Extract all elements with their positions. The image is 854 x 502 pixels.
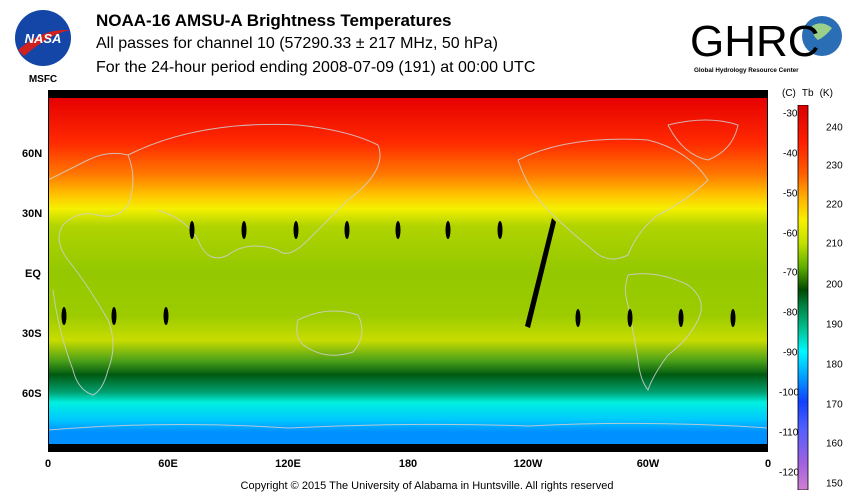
- swath-gap-south: [730, 309, 736, 327]
- lon-label-180: 180: [398, 458, 418, 470]
- page-title: NOAA-16 AMSU-A Brightness Temperatures: [96, 11, 452, 30]
- colorbar-kelvin-tick: 220: [826, 199, 843, 211]
- swath-gap-north: [189, 221, 195, 239]
- brightness-temperature-map: [48, 90, 768, 452]
- swath-gap-north: [445, 221, 451, 239]
- temperature-field: [48, 98, 768, 444]
- lon-label-60w: 60W: [636, 458, 660, 470]
- copyright-notice: Copyright © 2015 The University of Alaba…: [240, 480, 614, 492]
- colorbar-kelvin-tick: 230: [826, 160, 843, 172]
- lat-label-30s: 30S: [22, 328, 42, 340]
- lon-label-0-east: 0: [764, 458, 772, 470]
- colorbar-celsius-tick: -40: [783, 148, 798, 160]
- swath-gap-south: [163, 307, 169, 325]
- ghrc-logo: GHRC Global Hydrology Resource Center: [690, 16, 842, 74]
- colorbar-celsius-tick: -60: [783, 228, 798, 240]
- orbit-gap-swath: [525, 218, 556, 328]
- swath-gap-north: [395, 221, 401, 239]
- lon-label-60e: 60E: [158, 458, 178, 470]
- lon-label-120w: 120W: [513, 458, 543, 470]
- colorbar-celsius-tick: -50: [783, 188, 798, 200]
- colorbar-kelvin-tick: 160: [826, 438, 843, 450]
- period-subtitle: For the 24-hour period ending 2008-07-09…: [96, 59, 536, 76]
- colorbar-variable: Tb: [801, 88, 814, 99]
- colorbar-celsius-tick: -30: [783, 108, 798, 120]
- colorbar-celsius-tick: -100: [779, 387, 800, 399]
- lat-label-60s: 60S: [22, 388, 42, 400]
- colorbar-celsius-tick: -70: [783, 267, 798, 279]
- swath-gap-north: [497, 221, 503, 239]
- colorbar-kelvin-tick: 190: [826, 319, 843, 331]
- swath-gap-north: [344, 221, 350, 239]
- greenland-coast: [667, 119, 739, 161]
- colorbar-unit-kelvin: (K): [819, 88, 833, 99]
- swath-gap-north: [293, 221, 299, 239]
- data-gaps: [61, 218, 736, 328]
- colorbar-celsius-tick: -110: [779, 427, 799, 439]
- coastlines: [48, 119, 768, 431]
- colorbar-kelvin-tick: 180: [826, 359, 843, 371]
- swath-gap-south: [61, 307, 67, 325]
- nasa-logo: NASA MSFC: [15, 10, 71, 85]
- lat-label-60n: 60N: [22, 148, 43, 160]
- nasa-logo-text: NASA: [25, 31, 62, 46]
- colorbar-celsius-tick: -80: [783, 307, 798, 319]
- temperature-colorbar: [797, 105, 809, 490]
- asia-coast: [127, 123, 381, 259]
- swath-gap-south: [575, 309, 581, 327]
- lat-label-eq: EQ: [25, 268, 41, 280]
- swath-gap-south: [111, 307, 117, 325]
- colorbar-celsius-tick: -120: [779, 467, 800, 479]
- colorbar-unit-celsius: (C): [782, 88, 796, 99]
- lat-label-30n: 30N: [22, 208, 43, 220]
- ghrc-logo-text: GHRC: [690, 17, 820, 66]
- lon-label-120e: 120E: [275, 458, 301, 470]
- australia-coast: [296, 310, 363, 356]
- msfc-label: MSFC: [29, 74, 57, 85]
- colorbar-kelvin-tick: 150: [826, 478, 843, 490]
- channel-subtitle: All passes for channel 10 (57290.33 ± 21…: [96, 35, 498, 52]
- ghrc-subtitle: Global Hydrology Resource Center: [694, 67, 799, 74]
- colorbar-gradient: [797, 105, 809, 490]
- colorbar-kelvin-tick: 210: [826, 238, 843, 250]
- lon-label-0-west: 0: [44, 458, 52, 470]
- colorbar-kelvin-tick: 200: [826, 279, 843, 291]
- polar-strip-north: [48, 90, 768, 98]
- colorbar-kelvin-tick: 170: [826, 399, 843, 411]
- swath-gap-south: [627, 309, 633, 327]
- europe-africa-coast: [48, 152, 134, 396]
- polar-strip-south: [48, 444, 768, 452]
- swath-gap-north: [241, 221, 247, 239]
- south-america-coast: [625, 273, 702, 392]
- map-frame: [48, 90, 768, 452]
- colorbar-celsius-tick: -90: [783, 347, 798, 359]
- swath-gap-south: [678, 309, 684, 327]
- colorbar-kelvin-tick: 240: [826, 122, 843, 134]
- north-america-coast: [517, 138, 709, 260]
- colorbar-header: (C) Tb (K): [782, 88, 839, 99]
- title-block: NOAA-16 AMSU-A Brightness Temperatures A…: [96, 10, 535, 80]
- antarctica-coast: [48, 422, 768, 431]
